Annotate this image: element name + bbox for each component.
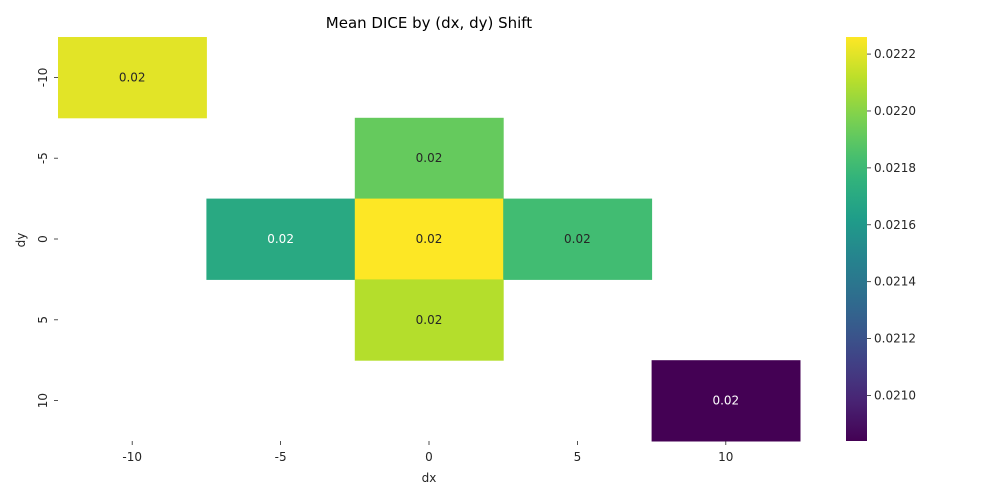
heatmap-cell <box>206 198 356 280</box>
x-tick-label: -10 <box>122 450 142 464</box>
heatmap-cell <box>354 198 504 280</box>
y-axis-ticks: -10 -5 0 5 10 <box>36 68 58 408</box>
y-tick-label: -5 <box>36 152 50 164</box>
colorbar-tick-label: 0.0210 <box>874 388 916 402</box>
x-tick-label: -5 <box>275 450 287 464</box>
cell-value-label: 0.02 <box>416 313 443 327</box>
heatmap-cells: 0.02 0.02 0.02 0.02 0.02 0.02 0.02 <box>58 37 801 442</box>
cell-value-label: 0.02 <box>564 232 591 246</box>
colorbar-tick-label: 0.0218 <box>874 161 916 175</box>
y-tick-label: -10 <box>36 68 50 88</box>
x-axis-label: dx <box>422 471 437 485</box>
y-tick-label: 5 <box>36 316 50 324</box>
y-tick-label: 10 <box>36 393 50 408</box>
heatmap-cell <box>354 279 504 361</box>
colorbar-ticks: 0.0210 0.0212 0.0214 0.0216 0.0218 0.0220 0.02… <box>867 47 916 402</box>
colorbar-tick-label: 0.0222 <box>874 47 916 61</box>
cell-value-label: 0.02 <box>712 394 739 408</box>
cell-value-label: 0.02 <box>267 232 294 246</box>
cell-value-label: 0.02 <box>119 70 146 84</box>
x-axis-ticks: -10 -5 0 5 10 <box>122 441 733 464</box>
colorbar-tick-label: 0.0214 <box>874 275 916 289</box>
heatmap-cell <box>58 37 207 119</box>
colorbar <box>846 37 867 441</box>
cell-value-label: 0.02 <box>416 151 443 165</box>
colorbar-tick-label: 0.0212 <box>874 332 916 346</box>
chart-title: Mean DICE by (dx, dy) Shift <box>326 14 533 32</box>
y-tick-label: 0 <box>36 235 50 243</box>
x-tick-label: 0 <box>425 450 433 464</box>
colorbar-tick-label: 0.0216 <box>874 218 916 232</box>
x-tick-label: 10 <box>718 450 733 464</box>
heatmap-cell <box>354 117 504 200</box>
colorbar-tick-label: 0.0220 <box>874 104 916 118</box>
heatmap-cell <box>651 360 801 442</box>
cell-value-label: 0.02 <box>416 232 443 246</box>
heatmap-cell <box>503 198 653 280</box>
y-axis-label: dy <box>14 233 28 248</box>
x-tick-label: 5 <box>574 450 582 464</box>
